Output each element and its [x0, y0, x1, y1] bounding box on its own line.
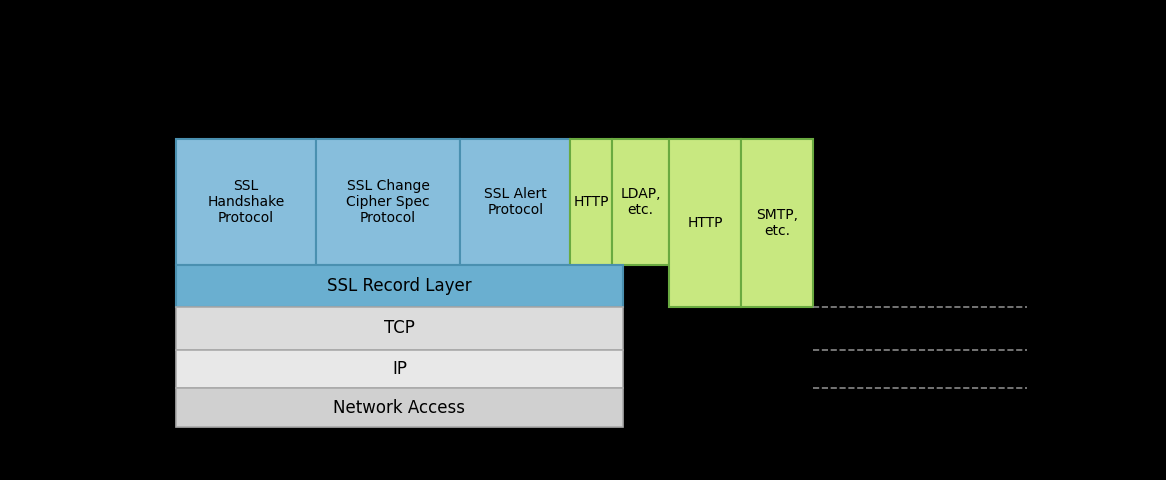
Text: HTTP: HTTP: [574, 195, 609, 209]
Text: LDAP,
etc.: LDAP, etc.: [620, 187, 661, 217]
FancyBboxPatch shape: [461, 139, 570, 264]
FancyBboxPatch shape: [316, 139, 461, 264]
Text: SMTP,
etc.: SMTP, etc.: [756, 208, 799, 238]
Text: SSL
Handshake
Protocol: SSL Handshake Protocol: [208, 179, 285, 225]
FancyBboxPatch shape: [612, 139, 669, 264]
Text: SSL Record Layer: SSL Record Layer: [328, 277, 472, 295]
Text: Network Access: Network Access: [333, 399, 465, 417]
Text: SSL Change
Cipher Spec
Protocol: SSL Change Cipher Spec Protocol: [346, 179, 430, 225]
FancyBboxPatch shape: [176, 139, 316, 264]
FancyBboxPatch shape: [570, 139, 612, 264]
FancyBboxPatch shape: [742, 139, 813, 307]
FancyBboxPatch shape: [176, 388, 624, 427]
Text: TCP: TCP: [384, 319, 415, 337]
FancyBboxPatch shape: [176, 307, 624, 349]
Text: IP: IP: [392, 360, 407, 378]
Text: HTTP: HTTP: [687, 216, 723, 230]
FancyBboxPatch shape: [176, 264, 624, 307]
Text: SSL Alert
Protocol: SSL Alert Protocol: [484, 187, 547, 217]
FancyBboxPatch shape: [669, 139, 742, 307]
FancyBboxPatch shape: [176, 349, 624, 388]
